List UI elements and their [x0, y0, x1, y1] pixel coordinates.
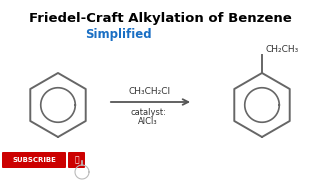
Text: Friedel-Craft Alkylation of Benzene: Friedel-Craft Alkylation of Benzene [28, 12, 292, 25]
Text: Simplified: Simplified [85, 28, 151, 41]
Text: CH₂CH₃: CH₂CH₃ [266, 45, 299, 54]
Text: catalyst:: catalyst: [130, 108, 166, 117]
Text: ⏰: ⏰ [74, 156, 79, 165]
FancyBboxPatch shape [2, 152, 66, 168]
Text: AlCl₃: AlCl₃ [138, 117, 158, 126]
Text: CH₃CH₂Cl: CH₃CH₂Cl [129, 87, 171, 96]
Text: SUBSCRIBE: SUBSCRIBE [12, 157, 56, 163]
FancyBboxPatch shape [68, 152, 85, 168]
